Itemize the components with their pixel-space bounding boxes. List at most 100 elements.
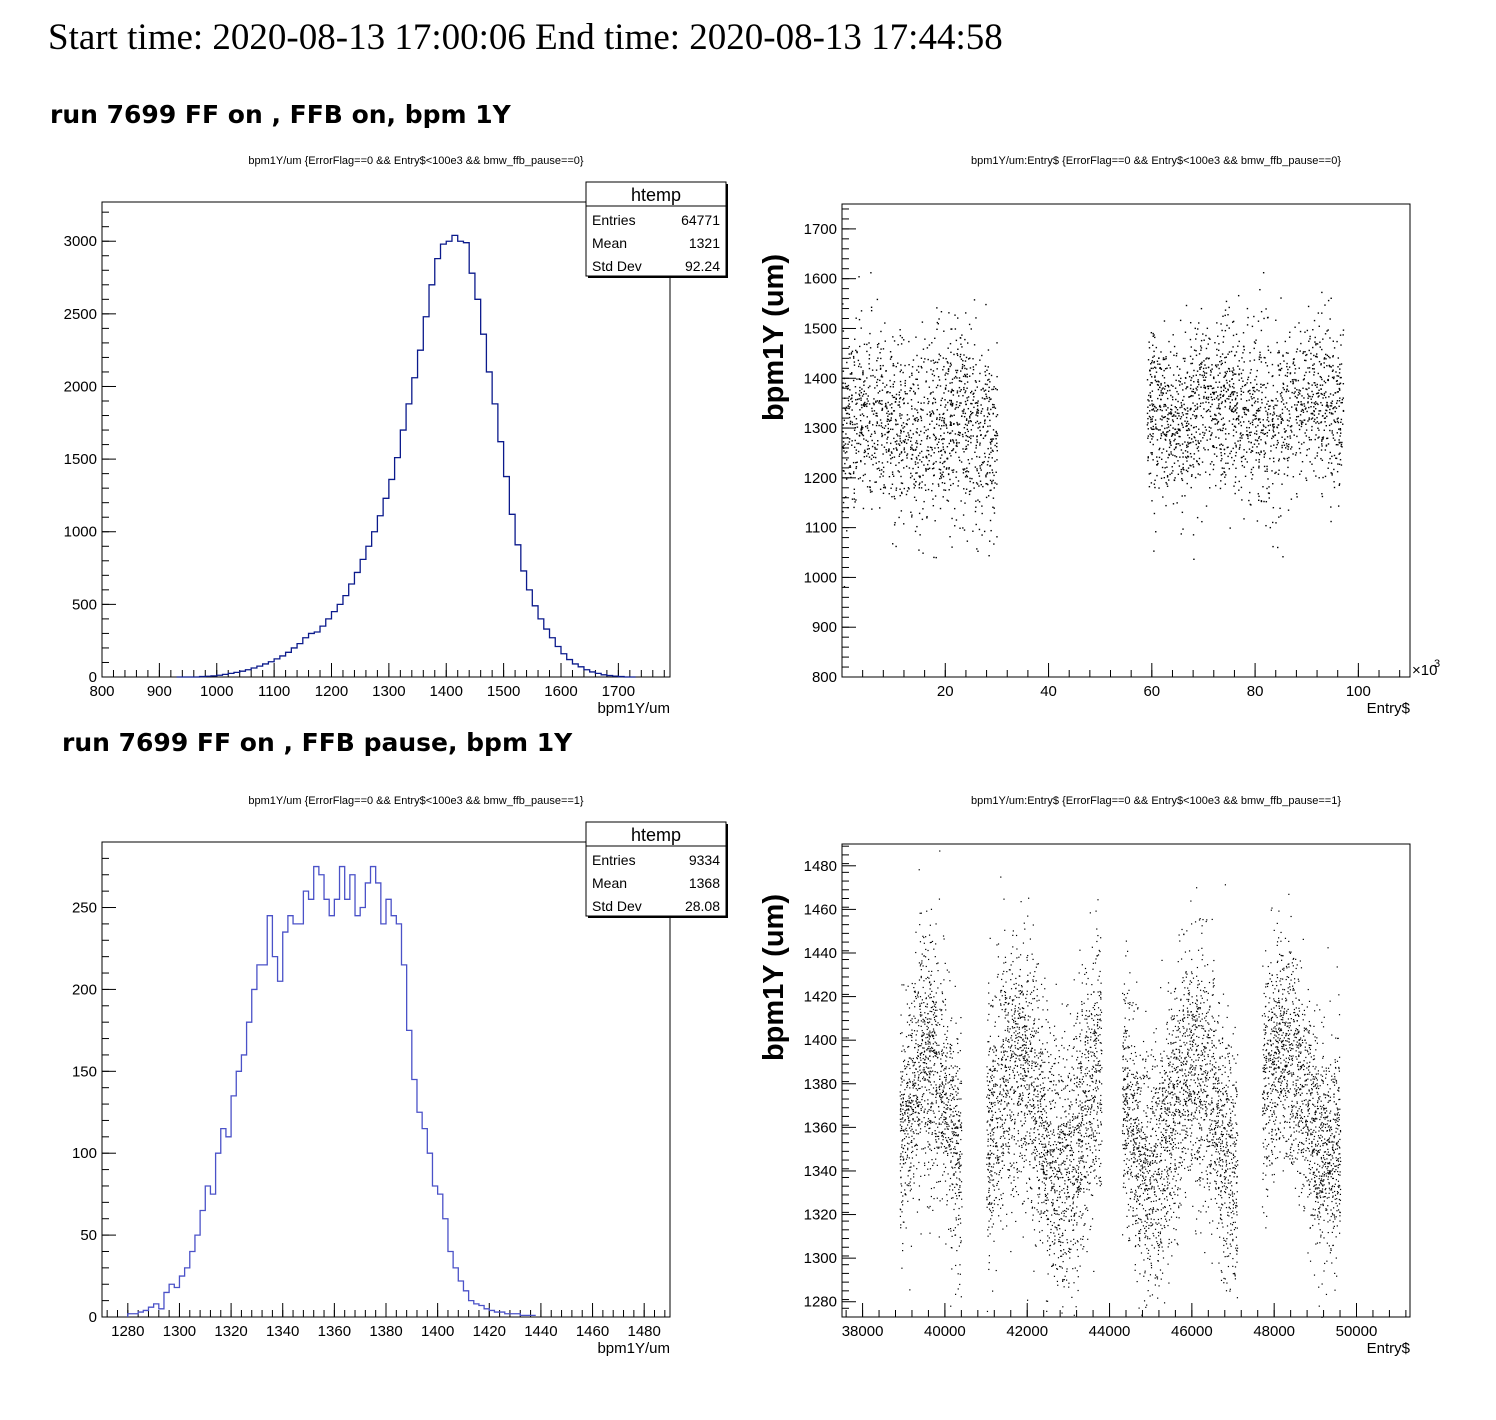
- scatter-point: [959, 1155, 961, 1158]
- scatter-point: [1295, 493, 1298, 495]
- scatter-point: [949, 980, 951, 982]
- scatter-point: [904, 1189, 906, 1191]
- scatter-point: [1321, 312, 1323, 314]
- scatter-point: [953, 1133, 955, 1136]
- scatter-point: [852, 423, 854, 426]
- scatter-point: [939, 1092, 941, 1094]
- scatter-point: [1263, 356, 1265, 359]
- scatter-point: [855, 467, 857, 470]
- scatter-point: [1267, 316, 1269, 319]
- scatter-point: [914, 983, 916, 985]
- scatter-point: [933, 1064, 935, 1066]
- scatter-point: [888, 449, 890, 451]
- scatter-point: [878, 402, 880, 404]
- scatter-point: [922, 456, 924, 459]
- scatter-point: [1310, 352, 1312, 355]
- scatter-point: [978, 485, 980, 487]
- scatter-point: [920, 419, 923, 422]
- scatter-point: [891, 471, 894, 473]
- scatter-point: [1199, 474, 1201, 476]
- scatter-point: [1212, 418, 1214, 420]
- scatter-point: [1315, 342, 1317, 345]
- scatter-point: [902, 1151, 904, 1153]
- scatter-point: [1238, 422, 1240, 425]
- scatter-point: [973, 396, 975, 398]
- scatter-point: [956, 377, 958, 379]
- scatter-point: [952, 394, 955, 396]
- scatter-point: [957, 1120, 960, 1122]
- scatter-point: [901, 1201, 903, 1203]
- scatter-point: [883, 484, 885, 486]
- scatter-point: [949, 1047, 951, 1049]
- scatter-point: [906, 423, 908, 426]
- scatter-point: [937, 384, 939, 387]
- scatter-point: [953, 422, 955, 425]
- scatter-point: [1258, 409, 1261, 412]
- scatter-point: [941, 419, 943, 422]
- scatter-point: [860, 310, 863, 312]
- scatter-point: [1234, 398, 1237, 401]
- scatter-point: [1149, 395, 1152, 397]
- scatter-point: [842, 382, 844, 384]
- scatter-point: [1232, 447, 1234, 450]
- scatter-point: [895, 487, 898, 489]
- scatter-point: [928, 1109, 930, 1111]
- scatter-point: [1308, 448, 1310, 450]
- scatter-point: [987, 1152, 989, 1154]
- scatter-point: [1280, 367, 1283, 370]
- scatter-point: [1339, 435, 1341, 437]
- scatter-point: [908, 1097, 910, 1099]
- scatter-point: [918, 1125, 920, 1127]
- scatter-point: [1229, 405, 1231, 407]
- scatter-point: [955, 1264, 957, 1267]
- scatter-point: [954, 408, 956, 410]
- scatter-point: [1311, 463, 1313, 465]
- scatter-point: [961, 1153, 963, 1155]
- scatter-point: [1336, 375, 1338, 377]
- scatter-point: [944, 1033, 946, 1036]
- scatter-point: [1007, 1145, 1009, 1148]
- scatter-point: [849, 465, 851, 467]
- scatter-point: [1215, 447, 1218, 449]
- scatter-point: [1272, 483, 1274, 485]
- scatter-point: [1319, 375, 1321, 378]
- scatter-point: [1186, 446, 1188, 448]
- scatter-point: [1040, 1110, 1042, 1113]
- scatter-point: [1032, 1098, 1034, 1100]
- scatter-point: [1249, 422, 1252, 425]
- scatter-point: [944, 387, 947, 389]
- scatter-point: [906, 1084, 909, 1087]
- y-tick-label: 0: [89, 669, 97, 686]
- scatter-point: [944, 450, 946, 453]
- scatter-point: [951, 1121, 954, 1123]
- scatter-point: [919, 476, 921, 479]
- scatter-point: [1324, 304, 1326, 306]
- scatter-point: [943, 421, 945, 423]
- scatter-point: [861, 413, 864, 415]
- scatter-point: [948, 1067, 950, 1070]
- scatter-point: [1242, 332, 1245, 334]
- scatter-point: [1226, 397, 1228, 400]
- scatter-point: [1224, 399, 1226, 402]
- scatter-point: [917, 1105, 920, 1107]
- scatter-point: [1170, 408, 1172, 411]
- scatter-point: [921, 1039, 923, 1041]
- scatter-point: [1099, 1042, 1101, 1044]
- scatter-point: [866, 416, 868, 418]
- scatter-point: [955, 443, 958, 445]
- scatter-point: [954, 1148, 956, 1150]
- scatter-point: [911, 447, 913, 449]
- scatter-point: [1250, 431, 1252, 433]
- scatter-point: [1157, 462, 1159, 465]
- scatter-point: [946, 1122, 948, 1124]
- scatter-point: [900, 1176, 902, 1178]
- scatter-point: [924, 1125, 926, 1128]
- scatter-point: [1204, 379, 1206, 381]
- scatter-point: [943, 432, 945, 434]
- scatter-point: [1251, 473, 1254, 476]
- scatter-point: [919, 1080, 921, 1082]
- scatter-point: [951, 1044, 953, 1046]
- scatter-point: [938, 424, 940, 427]
- scatter-point: [1199, 433, 1201, 435]
- scatter-point: [947, 1154, 949, 1157]
